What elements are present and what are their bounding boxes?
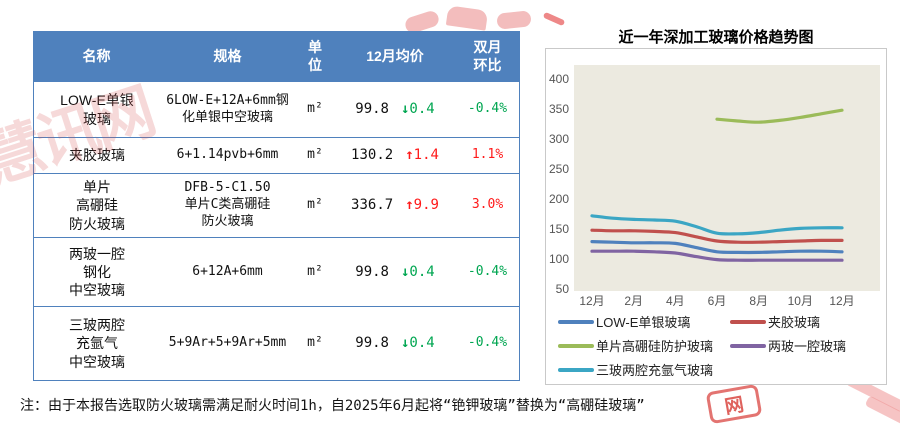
svg-text:250: 250 [549,162,569,176]
price-cell: 336.7 ↑9.9 [335,196,455,214]
chart-legend: LOW-E单银玻璃 夹胶玻璃单片高硼硅防护玻璃 两玻一腔玻璃三玻两腔充氩气玻璃 [558,312,882,379]
avg-price-value: 336.7 [351,197,394,214]
glass-name: 单片 高硼硅 防火玻璃 [69,179,125,232]
table-row: 两玻一腔 钢化 中空玻璃 6+12A+6mm m² 99.8 ↓0.4 -0.4… [34,237,519,306]
header-unit: 单 位 [308,39,322,73]
table-row: 夹胶玻璃 6+1.14pvb+6mm m² 130.2 ↑1.4 1.1% [34,137,519,173]
trend-delta: 0.4 [409,335,435,352]
svg-text:12月: 12月 [829,294,854,308]
glass-unit: m² [307,197,323,213]
svg-text:4月: 4月 [666,294,685,308]
mom-change-value: -0.4% [467,335,508,351]
svg-text:100: 100 [549,252,569,266]
glass-name: LOW-E单银 玻璃 [60,92,134,127]
header-avg-price: 12月均价 [366,47,424,64]
svg-text:200: 200 [549,192,569,206]
legend-line-swatch [730,343,766,348]
glass-spec: 6LOW-E+12A+6mm钢 化单银中空玻璃 [166,92,289,125]
svg-text:400: 400 [549,72,569,86]
glass-unit: m² [307,263,323,279]
mom-change-value: 3.0% [471,197,504,213]
glass-spec: 5+9Ar+5+9Ar+5mm [168,335,287,351]
mom-change-value: -0.4% [467,101,508,117]
table-row: 单片 高硼硅 防火玻璃 DFB-5-C1.50 单片C类高硼硅 防火玻璃 m² … [34,173,519,237]
legend-label: 三玻两腔充氩气玻璃 [596,363,714,378]
table-row: 三玻两腔 充氩气 中空玻璃 5+9Ar+5+9Ar+5mm m² 99.8 ↓0… [34,306,519,380]
glass-name: 三玻两腔 充氩气 中空玻璃 [69,317,125,370]
trend-arrow-icon: ↓ [400,101,410,118]
trend-delta: 0.4 [409,263,435,280]
trend-delta: 9.9 [413,197,439,214]
trend-line-chart: 50 100 150 200 250 300 350 400 12月 2月 4月 6月 8月 10月 12月 [549,65,880,308]
price-change: ↓0.4 [401,263,435,281]
avg-price-value: 99.8 [355,101,389,118]
trend-arrow-icon: ↑ [405,147,414,164]
glass-unit: m² [307,147,323,163]
header-spec: 规格 [213,47,242,64]
svg-text:12月: 12月 [579,294,604,308]
legend-line-swatch [558,367,594,372]
table-row: LOW-E单银 玻璃 6LOW-E+12A+6mm钢 化单银中空玻璃 m² 99… [34,82,519,137]
svg-text:300: 300 [549,132,569,146]
mom-change-value: 1.1% [471,147,504,163]
legend-item: 单片高硼硅防护玻璃 [558,336,726,355]
glass-name: 两玻一腔 钢化 中空玻璃 [69,245,125,299]
header-mom-change: 双月 环比 [473,39,502,73]
svg-text:150: 150 [549,222,569,236]
svg-text:50: 50 [556,282,570,296]
trend-delta: 1.4 [413,147,439,164]
legend-item: LOW-E单银玻璃 [558,312,726,331]
svg-text:350: 350 [549,102,569,116]
avg-price-value: 130.2 [351,147,394,164]
watermark-corner-logo [838,374,900,428]
price-change: ↑1.4 [405,146,439,164]
trend-arrow-icon: ↑ [405,197,414,214]
legend-item: 夹胶玻璃 [730,312,882,331]
glass-spec: DFB-5-C1.50 单片C类高硼硅 防火玻璃 [184,180,271,229]
price-cell: 99.8 ↓0.4 [335,334,455,352]
table-header-row: 名称 规格 单 位 12月均价 双月 环比 [33,31,520,82]
footnote: 注：由于本报告选取防火玻璃需满足耐火时间1h，自2025年6月起将“铯钾玻璃”替… [20,398,645,414]
glass-unit: m² [307,335,323,351]
table-body: LOW-E单银 玻璃 6LOW-E+12A+6mm钢 化单银中空玻璃 m² 99… [33,82,520,381]
avg-price-value: 99.8 [355,335,389,352]
price-trend-chart: 50 100 150 200 250 300 350 400 12月 2月 4月 6月 8月 10月 12月… [545,48,887,385]
glass-unit: m² [307,101,323,117]
legend-label: 单片高硼硅防护玻璃 [596,339,714,354]
price-cell: 99.8 ↓0.4 [335,100,455,118]
price-change: ↓0.4 [401,100,435,118]
legend-label: 两玻一腔玻璃 [768,339,847,354]
trend-delta: 0.4 [409,101,435,118]
trend-arrow-icon: ↓ [400,335,410,352]
header-name: 名称 [82,47,111,64]
glass-price-table: 名称 规格 单 位 12月均价 双月 环比 LOW-E单银 玻璃 6LOW-E+… [33,31,520,381]
mom-change-value: -0.4% [467,263,508,279]
glass-spec: 6+1.14pvb+6mm [176,147,279,163]
legend-label: LOW-E单银玻璃 [596,315,691,330]
legend-line-swatch [730,319,766,324]
legend-label: 夹胶玻璃 [768,315,821,330]
legend-line-swatch [558,319,594,324]
price-cell: 130.2 ↑1.4 [335,146,455,164]
chart-title: 近一年深加工玻璃价格趋势图 [618,29,814,46]
price-change: ↓0.4 [401,334,435,352]
price-change: ↑9.9 [405,196,439,214]
trend-arrow-icon: ↓ [400,263,410,280]
glass-spec: 6+12A+6mm [192,263,263,279]
svg-text:10月: 10月 [788,294,813,308]
svg-text:2月: 2月 [624,294,643,308]
legend-item: 三玻两腔充氩气玻璃 [558,360,726,379]
avg-price-value: 99.8 [355,263,389,280]
svg-text:8月: 8月 [749,294,768,308]
glass-name: 夹胶玻璃 [69,147,125,164]
legend-item: 两玻一腔玻璃 [730,336,882,355]
price-cell: 99.8 ↓0.4 [335,263,455,281]
legend-line-swatch [558,343,594,348]
svg-text:6月: 6月 [708,294,727,308]
